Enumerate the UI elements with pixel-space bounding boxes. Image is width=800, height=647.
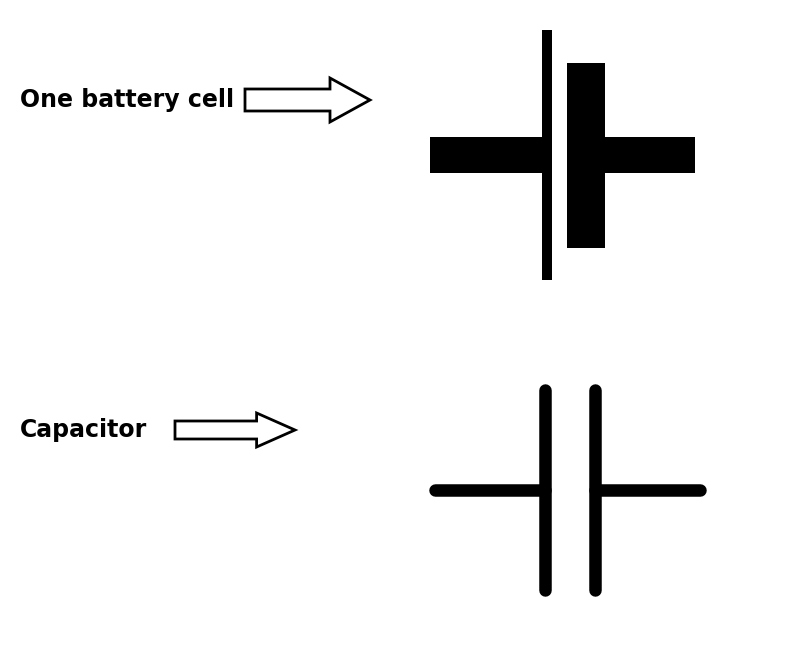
Bar xyxy=(567,63,605,248)
Polygon shape xyxy=(245,78,370,122)
Text: One battery cell: One battery cell xyxy=(20,88,234,112)
Polygon shape xyxy=(175,413,295,447)
Bar xyxy=(605,137,695,173)
Bar xyxy=(430,137,542,173)
Bar xyxy=(542,30,552,280)
Text: Capacitor: Capacitor xyxy=(20,418,147,442)
